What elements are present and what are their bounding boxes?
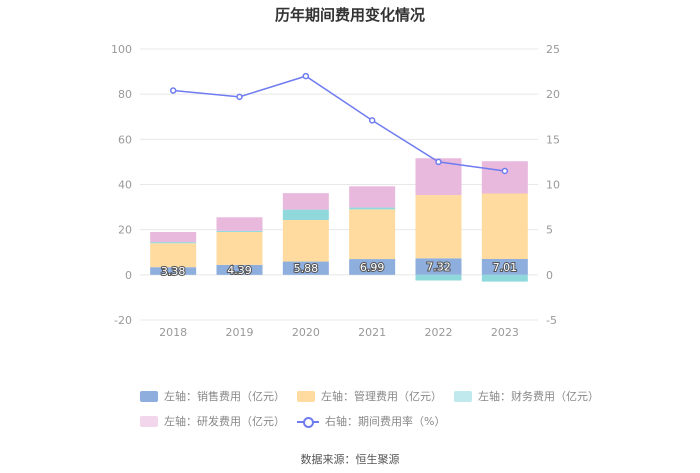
bar-rnd — [282, 193, 329, 210]
legend-swatch-finance — [454, 390, 472, 402]
x-axis-tick-label: 2022 — [425, 326, 453, 339]
legend: 左轴：销售费用（亿元） 左轴：管理费用（亿元） 左轴：财务费用（亿元） 左轴：研… — [140, 388, 599, 438]
bar-value-label: 3.38 — [161, 265, 186, 278]
legend-label-finance: 左轴：财务费用（亿元） — [478, 390, 599, 403]
bar-finance — [150, 242, 197, 244]
bar-finance — [282, 209, 329, 221]
chart-canvas: -20 0 20 40 60 80 100 -5 0 5 10 15 20 25 3.38 4.39 5.8… — [111, 43, 560, 339]
bar-finance — [481, 274, 528, 282]
right-axis-ticks: -5 0 5 10 15 20 25 — [546, 43, 560, 327]
grid-lines — [140, 48, 538, 321]
bar-sales — [415, 258, 462, 275]
x-axis-tick-label: 2020 — [292, 326, 320, 339]
bar-value-label: 7.32 — [426, 261, 451, 274]
ratio-point — [435, 158, 442, 166]
bar-value-label: 5.88 — [294, 262, 319, 275]
bar-sales — [481, 259, 528, 275]
bar-finance — [216, 230, 263, 232]
bar-admin — [481, 193, 528, 260]
bar-value-label: 7.01 — [493, 261, 518, 274]
legend-label-sales: 左轴：销售费用（亿元） — [164, 390, 285, 403]
data-source: 数据来源：恒生聚源 — [300, 453, 400, 466]
right-axis-tick-label: 0 — [546, 269, 553, 282]
right-axis-tick-label: 10 — [546, 179, 560, 192]
left-axis-tick-label: 60 — [118, 133, 132, 146]
bar-value-label: 4.39 — [227, 264, 252, 277]
bar-sales — [150, 267, 197, 275]
bar-rnd — [216, 217, 263, 231]
x-axis-tick-label: 2019 — [226, 326, 254, 339]
expense-ratio-line — [169, 72, 509, 175]
x-axis-tick-label: 2021 — [358, 326, 386, 339]
legend-swatch-sales — [140, 390, 158, 402]
bar-admin — [415, 195, 462, 259]
bar-admin — [216, 231, 263, 265]
right-axis-tick-label: -5 — [546, 314, 557, 327]
bar-rnd — [481, 161, 528, 194]
legend-item-admin[interactable]: 左轴：管理费用（亿元） — [297, 388, 442, 404]
left-axis-ticks: -20 0 20 40 60 80 100 — [111, 43, 132, 327]
bar-admin — [349, 209, 396, 260]
bar-finance — [349, 207, 396, 210]
left-axis-tick-label: 80 — [118, 88, 132, 101]
legend-line-icon — [297, 416, 319, 428]
chart-title: 历年期间费用变化情况 — [274, 6, 425, 24]
ratio-point — [236, 93, 243, 101]
legend-item-sales[interactable]: 左轴：销售费用（亿元） — [140, 388, 285, 404]
left-axis-tick-label: 100 — [111, 43, 132, 56]
bar-sales — [349, 259, 396, 275]
bar-admin — [150, 243, 197, 268]
bar-sales — [216, 264, 263, 275]
ratio-point — [169, 87, 177, 94]
legend-item-ratio[interactable]: 右轴：期间费用率（%） — [297, 413, 445, 429]
legend-item-finance[interactable]: 左轴：财务费用（亿元） — [454, 388, 599, 404]
legend-swatch-rnd — [140, 415, 158, 427]
ratio-point — [501, 167, 509, 175]
right-axis-tick-label: 25 — [546, 43, 560, 56]
bar-series — [150, 158, 528, 282]
right-axis-tick-label: 15 — [546, 133, 560, 146]
legend-label-ratio: 右轴：期间费用率（%） — [325, 415, 446, 428]
x-axis-tick-label: 2023 — [491, 326, 519, 339]
ratio-point — [368, 117, 376, 124]
right-axis-tick-label: 5 — [546, 224, 553, 237]
bar-data-labels: 3.38 4.39 5.88 6.99 7.32 7.01 — [160, 260, 518, 279]
legend-label-rnd: 左轴：研发费用（亿元） — [164, 415, 285, 428]
legend-item-rnd[interactable]: 左轴：研发费用（亿元） — [140, 413, 285, 429]
left-axis-tick-label: 0 — [125, 269, 132, 282]
bar-sales — [282, 261, 329, 275]
x-axis-ticks: 2018 2019 2020 2021 2022 2023 — [159, 326, 519, 339]
right-axis-tick-label: 20 — [546, 88, 560, 101]
left-axis-tick-label: -20 — [114, 314, 132, 327]
left-axis-tick-label: 40 — [118, 179, 132, 192]
x-axis-tick-label: 2018 — [159, 326, 187, 339]
bar-rnd — [349, 186, 396, 208]
left-axis-tick-label: 20 — [118, 224, 132, 237]
ratio-line-path — [173, 75, 505, 172]
bar-value-label: 6.99 — [360, 261, 385, 274]
bar-rnd — [150, 231, 197, 243]
bar-admin — [282, 220, 329, 262]
ratio-point — [302, 72, 310, 80]
legend-label-admin: 左轴：管理费用（亿元） — [321, 390, 442, 403]
legend-swatch-admin — [297, 390, 315, 402]
bar-finance — [415, 274, 462, 281]
